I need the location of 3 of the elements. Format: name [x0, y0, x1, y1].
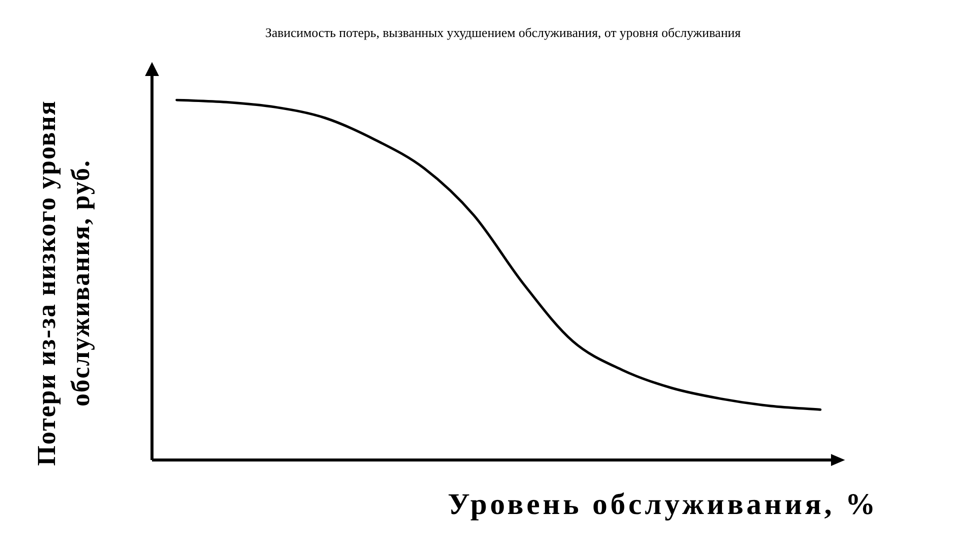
y-axis-title: Потери из-за низкого уровня обслуживания, руб. — [31, 99, 96, 468]
chart-title: Зависимость потерь, вызванных ухудшением обслуживания, от уровня обслуживания — [264, 24, 742, 42]
x-axis-title: Уровень обслуживания, % — [446, 488, 880, 522]
